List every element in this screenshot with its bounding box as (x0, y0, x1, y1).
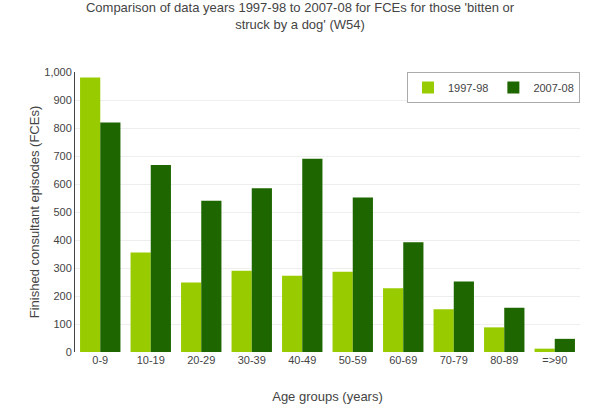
svg-text:50-59: 50-59 (339, 354, 367, 366)
svg-text:20-29: 20-29 (187, 354, 215, 366)
svg-text:600: 600 (53, 178, 71, 190)
svg-text:500: 500 (53, 206, 71, 218)
svg-text:60-69: 60-69 (389, 354, 417, 366)
svg-text:900: 900 (53, 94, 71, 106)
svg-text:300: 300 (53, 262, 71, 274)
svg-text:Finished consultant episodes (: Finished consultant episodes (FCEs) (27, 106, 42, 318)
svg-text:700: 700 (53, 150, 71, 162)
svg-text:1,000: 1,000 (44, 66, 72, 78)
svg-text:Comparison of data years 1997-: Comparison of data years 1997-98 to 2007… (86, 0, 515, 32)
svg-text:0-9: 0-9 (92, 354, 108, 366)
svg-text:30-39: 30-39 (238, 354, 266, 366)
svg-text:800: 800 (53, 122, 71, 134)
svg-text:10-19: 10-19 (137, 354, 165, 366)
svg-text:80-89: 80-89 (490, 354, 518, 366)
svg-text:40-49: 40-49 (288, 354, 316, 366)
svg-text:200: 200 (53, 290, 71, 302)
svg-text:=>90: =>90 (542, 354, 567, 366)
svg-text:70-79: 70-79 (440, 354, 468, 366)
svg-text:2007-08: 2007-08 (533, 82, 573, 94)
svg-text:100: 100 (53, 318, 71, 330)
svg-text:400: 400 (53, 234, 71, 246)
svg-text:Age groups (years): Age groups (years) (272, 389, 383, 404)
svg-text:1997-98: 1997-98 (448, 82, 488, 94)
svg-text:0: 0 (66, 346, 72, 358)
